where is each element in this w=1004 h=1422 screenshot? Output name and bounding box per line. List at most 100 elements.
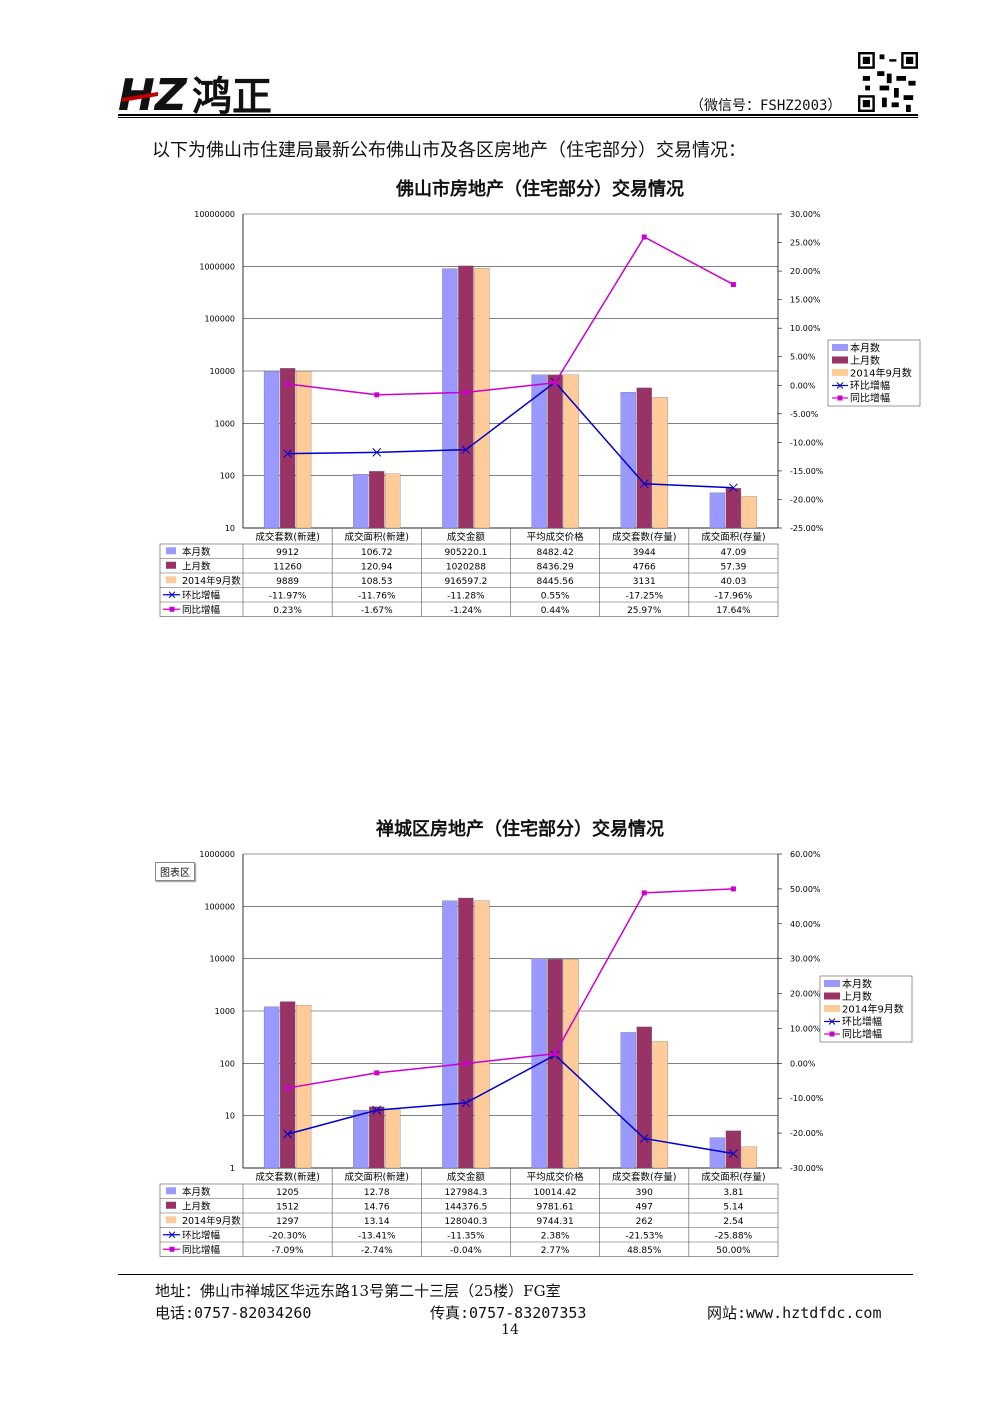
left-tick-label: 10000 — [210, 367, 235, 376]
legend-label: 同比增幅 — [842, 1028, 882, 1041]
bar-2-1 — [279, 1001, 296, 1169]
data-label: 0.44% — [541, 606, 570, 616]
legend-label: 2014年9月数 — [842, 1003, 904, 1016]
left-tick-label: 10 — [225, 1112, 235, 1121]
bar-2-4 — [547, 374, 563, 529]
yoy-point-5 — [641, 234, 647, 240]
category-label: 平均成交价格 — [527, 531, 585, 543]
right-tick-label: 5.00% — [790, 353, 816, 362]
header-rule-thin — [118, 117, 918, 118]
chart1-foshan: 10 100 1000 10000 100000 1000000 10000000 30.00… — [159, 210, 921, 617]
data-label: 905220.1 — [444, 548, 487, 558]
series-line-mom — [287, 381, 734, 489]
data-label: 11260 — [273, 562, 302, 572]
data-label: 108.53 — [361, 577, 393, 587]
data-label: 3.81 — [723, 1188, 743, 1198]
data-label: -17.96% — [715, 591, 753, 601]
table-swatch — [166, 1216, 176, 1224]
left-tick-label: 10 — [225, 524, 235, 533]
data-label: 2.38% — [541, 1231, 570, 1241]
legend-label: 上月数 — [842, 990, 872, 1003]
data-label: 2.77% — [541, 1246, 570, 1256]
bar-1-6 — [709, 492, 726, 529]
chart2-chancheng: 1 10 100 1000 10000 100000 1000000 60.00% 50.00%… — [159, 850, 913, 1257]
mom-point-1 — [283, 1129, 292, 1139]
left-tick-label: 100000 — [204, 315, 235, 324]
yoy-point-3 — [463, 389, 469, 395]
right-tick-label: 30.00% — [790, 210, 821, 219]
bar-1-1 — [263, 371, 280, 529]
data-label: 1020288 — [446, 562, 486, 572]
hz-logo: HZ 鸿正 — [118, 70, 272, 116]
wechat-id: （微信号：FSHZ2003） — [690, 98, 842, 114]
data-label: -20.30% — [269, 1231, 307, 1241]
data-label: 8436.29 — [536, 562, 573, 572]
category-label: 成交面积(存量) — [701, 531, 765, 543]
data-label: 3944 — [633, 548, 656, 558]
data-label: 17.64% — [716, 606, 751, 616]
footer-tel: 电话:0757-82034260 — [155, 1304, 312, 1322]
mom-point-5 — [639, 479, 649, 489]
right-tick-label: -10.00% — [790, 1094, 824, 1103]
data-label: 3131 — [633, 577, 656, 587]
bar-1-5 — [620, 391, 636, 529]
left-tick-label: 100000 — [204, 902, 235, 911]
series-line-yoy — [287, 888, 734, 1089]
data-label: 1205 — [276, 1188, 299, 1198]
table-swatch — [166, 1201, 176, 1209]
legend-swatch — [832, 356, 848, 364]
data-label: -17.25% — [625, 591, 663, 601]
data-table-border — [159, 1183, 779, 1257]
table-row-label: 环比增幅 — [182, 1229, 221, 1241]
table-row-label: 上月数 — [182, 560, 211, 572]
data-label: 2.54 — [723, 1217, 743, 1227]
legend-swatch-marker — [836, 382, 844, 389]
data-label: -11.35% — [447, 1231, 485, 1241]
data-label: 1512 — [276, 1202, 299, 1212]
data-label: 120.94 — [361, 562, 393, 572]
table-swatch — [166, 576, 176, 584]
bar-3-4 — [563, 959, 579, 1169]
category-label: 成交套数(新建) — [255, 1171, 319, 1183]
left-tick-label: 100 — [220, 1059, 235, 1068]
bar-1-3 — [442, 268, 458, 529]
data-label: 9912 — [276, 548, 299, 558]
right-tick-label: 25.00% — [790, 239, 821, 248]
bar-3-3 — [474, 900, 490, 1169]
table-row-label: 本月数 — [182, 546, 211, 558]
mom-point-3 — [461, 1098, 471, 1108]
mom-point-2 — [372, 1105, 382, 1115]
right-tick-label: -15.00% — [790, 467, 824, 476]
bar-3-6 — [741, 496, 758, 529]
bar-3-6 — [741, 1146, 758, 1169]
footer-website: 网站:www.hztdfdc.com — [707, 1304, 882, 1322]
table-swatch — [166, 561, 176, 569]
yoy-point-2 — [374, 392, 380, 398]
data-label: -2.74% — [361, 1246, 393, 1256]
right-tick-label: 50.00% — [790, 885, 821, 894]
data-label: -11.76% — [358, 591, 396, 601]
data-label: 57.39 — [721, 562, 747, 572]
left-tick-label: 10000000 — [194, 210, 235, 219]
data-label: 9889 — [276, 577, 299, 587]
right-tick-label: -5.00% — [790, 410, 819, 419]
right-tick-label: 30.00% — [790, 955, 821, 964]
data-label: 128040.3 — [444, 1217, 487, 1227]
yoy-point-3 — [463, 1060, 469, 1066]
table-row-label: 2014年9月数 — [182, 575, 241, 587]
mom-point-5 — [639, 1134, 649, 1143]
legend-swatch — [824, 980, 840, 987]
data-label: 0.55% — [541, 591, 570, 601]
data-label: 9781.61 — [536, 1202, 573, 1212]
data-label: 127984.3 — [444, 1188, 487, 1198]
bar-2-2 — [369, 1106, 385, 1169]
right-tick-label: 15.00% — [790, 296, 821, 305]
category-label: 成交面积(新建) — [345, 1171, 409, 1183]
bar-1-6 — [709, 1137, 726, 1169]
data-label: 40.03 — [721, 577, 747, 587]
legend-swatch — [832, 344, 848, 351]
data-label: -0.04% — [450, 1246, 482, 1256]
yoy-point-6 — [730, 886, 736, 892]
right-tick-label: 20.00% — [790, 990, 821, 999]
legend-swatch — [824, 992, 840, 1000]
